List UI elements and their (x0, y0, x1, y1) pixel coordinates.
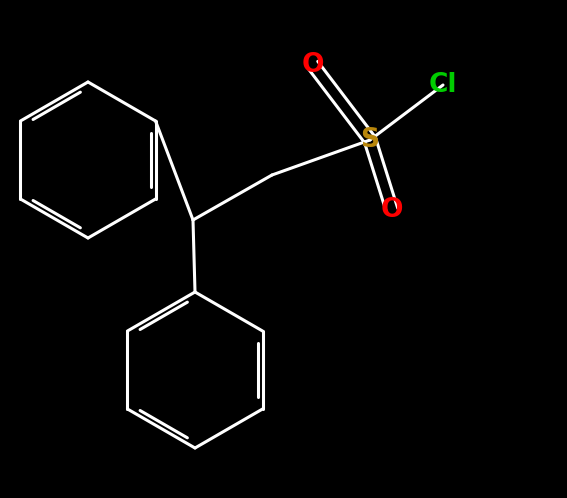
Text: O: O (302, 52, 324, 78)
Text: Cl: Cl (429, 72, 457, 98)
Text: S: S (361, 127, 379, 153)
Text: O: O (381, 197, 403, 223)
